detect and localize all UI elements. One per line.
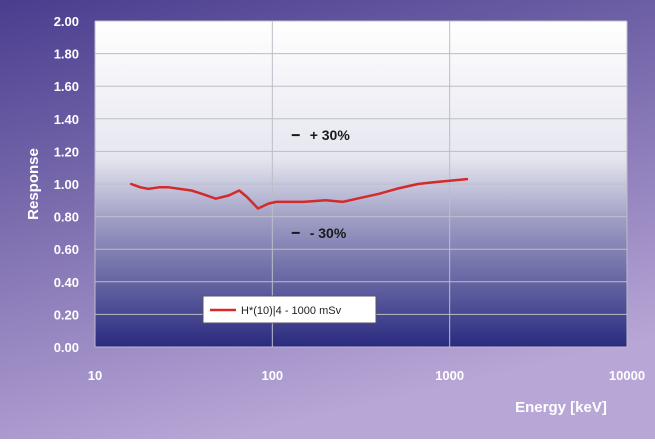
x-tick-label: 10000 [609,368,645,383]
annotation-label: - 30% [310,225,347,241]
x-axis-label: Energy [keV] [515,399,607,416]
y-tick-label: 0.40 [54,275,79,290]
y-tick-label: 1.40 [54,112,79,127]
y-tick-label: 0.20 [54,307,79,322]
y-tick-label: 0.00 [54,340,79,355]
y-tick-label: 0.80 [54,210,79,225]
y-tick-label: 1.80 [54,47,79,62]
grid-lines [94,20,628,348]
x-tick-labels: 10 100 1000 10000 [88,368,645,383]
annotations: + 30% - 30% [291,127,351,241]
y-tick-label: 0.60 [54,242,79,257]
x-tick-label: 10 [88,368,102,383]
annotation-label: + 30% [310,127,351,143]
y-tick-label: 2.00 [54,14,79,29]
y-axis-label: Response [25,148,42,220]
legend-label: H*(10)|4 - 1000 mSv [241,305,342,317]
legend: H*(10)|4 - 1000 mSv [202,295,377,324]
x-tick-label: 1000 [435,368,464,383]
x-tick-label: 100 [261,368,283,383]
series-line [129,177,469,210]
y-tick-labels: 0.00 0.20 0.40 0.60 0.80 1.00 1.20 1.40 1.60 1.80… [54,14,79,355]
y-tick-label: 1.20 [54,144,79,159]
series-lines [129,177,469,210]
y-tick-label: 1.60 [54,79,79,94]
y-tick-label: 1.00 [54,177,79,192]
